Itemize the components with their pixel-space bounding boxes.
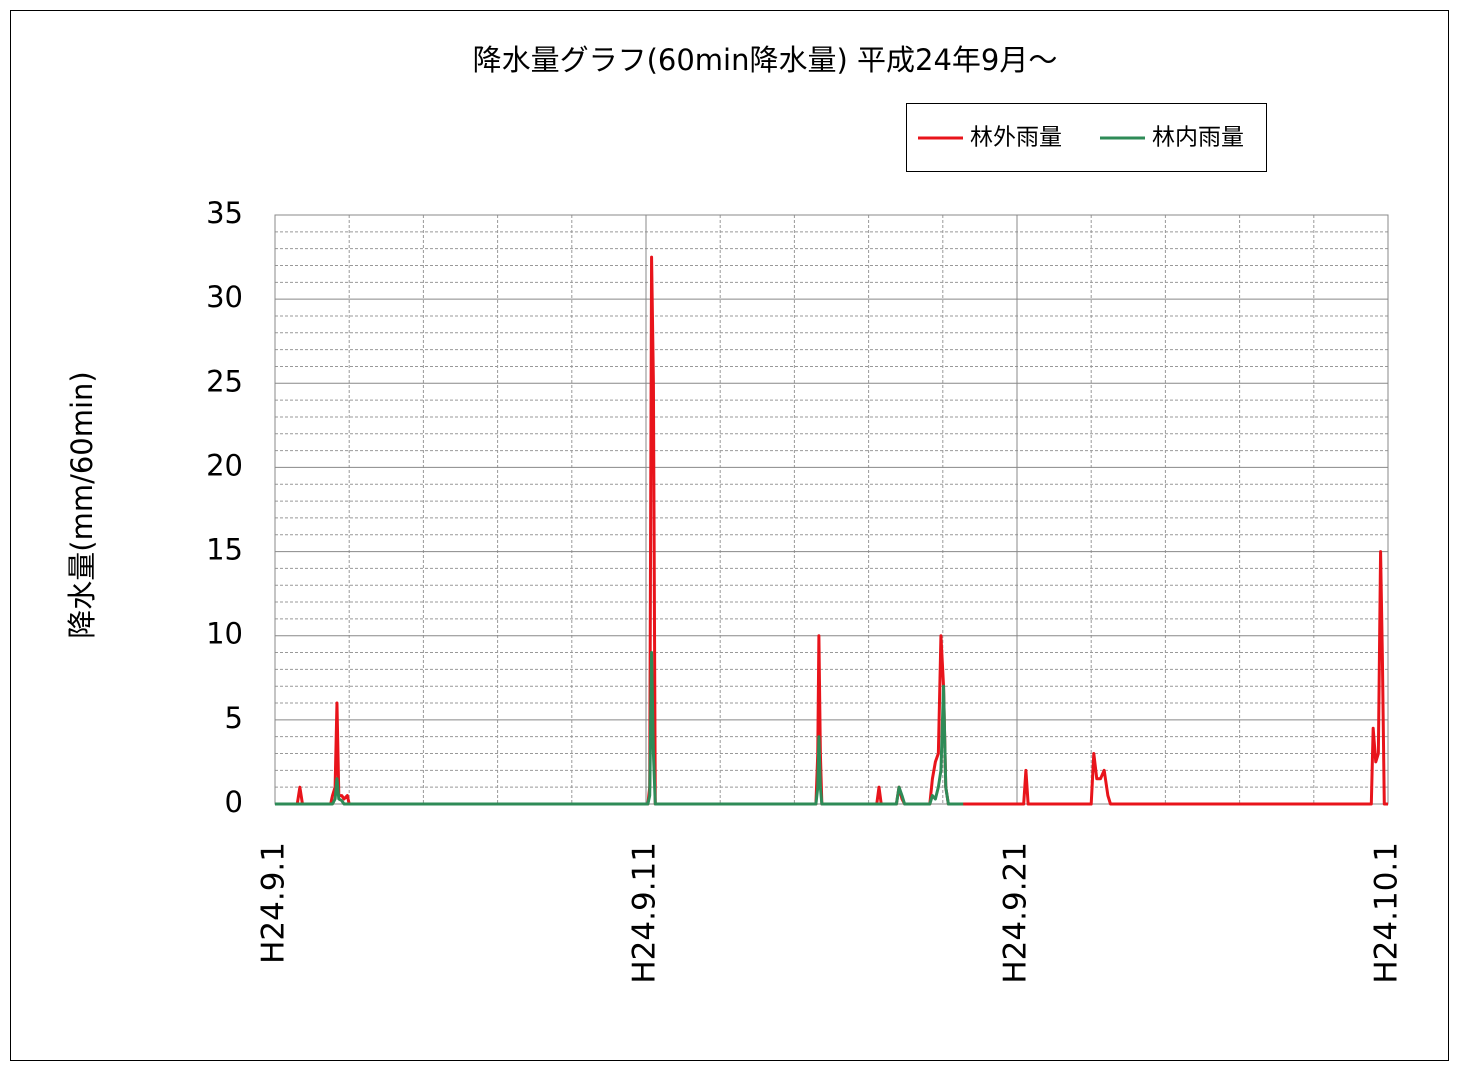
y-tick-label: 15 [206, 533, 243, 567]
y-tick-label: 10 [206, 617, 243, 651]
y-tick-label: 0 [225, 785, 243, 819]
y-tick-label: 35 [206, 196, 243, 230]
x-tick-label: H24.10.1 [1369, 842, 1405, 984]
y-tick-label: 30 [206, 280, 243, 314]
y-tick-label: 20 [206, 448, 243, 482]
y-axis-label: 降水量(mm/60min) [65, 371, 99, 639]
y-tick-label: 25 [206, 364, 243, 398]
x-tick-label: H24.9.21 [998, 842, 1034, 984]
series-line [275, 651, 964, 806]
y-tick-label: 5 [225, 701, 243, 735]
x-tick-label: H24.9.1 [256, 842, 292, 964]
chart-title: 降水量グラフ(60min降水量) 平成24年9月～ [473, 43, 1058, 77]
legend-box [906, 103, 1267, 172]
legend-label: 林外雨量 [970, 125, 1062, 151]
x-tick-label: H24.9.11 [627, 842, 663, 984]
legend-label: 林内雨量 [1152, 125, 1244, 151]
plot-background [275, 215, 1388, 804]
